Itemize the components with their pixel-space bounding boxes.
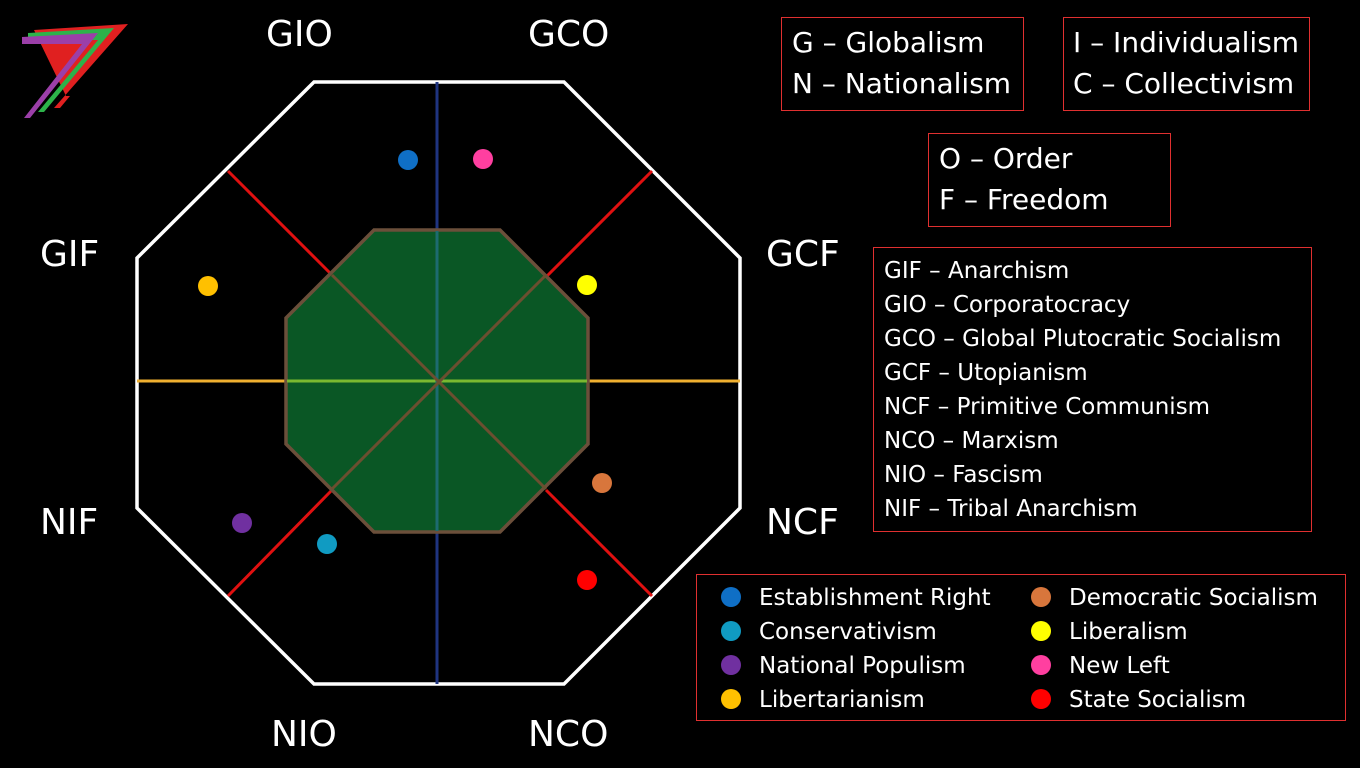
ideology-gif: GIF – Anarchism xyxy=(884,258,1070,284)
ideology-nif: NIF – Tribal Anarchism xyxy=(884,496,1138,522)
legend-dot xyxy=(1031,586,1051,607)
diagonal-line-nw xyxy=(226,169,334,277)
nationalism-definition: N – Nationalism xyxy=(792,67,1012,100)
freedom-definition: F – Freedom xyxy=(939,183,1109,216)
legend-label: Establishment Right xyxy=(759,585,991,611)
diagonal-line-se xyxy=(544,488,654,598)
legend-dot xyxy=(721,586,741,607)
logo-purple-stripe xyxy=(22,33,98,118)
dot-liberalism xyxy=(577,275,597,295)
legend-label: Libertarianism xyxy=(759,687,925,713)
order-freedom-box: O – Order F – Freedom xyxy=(928,133,1171,227)
individualism-collectivism-box: I – Individualism C – Collectivism xyxy=(1063,17,1310,111)
corner-label-gco: GCO xyxy=(528,14,610,55)
legend-label: National Populism xyxy=(759,653,966,679)
diagonal-line-sw xyxy=(226,488,334,598)
dot-conservativism xyxy=(317,534,337,554)
dot-establishment-right xyxy=(398,150,418,170)
globalism-nationalism-box: G – Globalism N – Nationalism xyxy=(781,17,1024,111)
legend-item: National Populism xyxy=(721,649,966,683)
legend-label: Conservativism xyxy=(759,619,937,645)
legend-dot xyxy=(721,688,741,709)
logo-green-stripe xyxy=(28,28,114,112)
logo xyxy=(22,24,128,118)
legend-label: State Socialism xyxy=(1069,687,1247,713)
corner-label-nif: NIF xyxy=(40,502,99,543)
individualism-definition: I – Individualism xyxy=(1073,26,1300,59)
legend-label: Liberalism xyxy=(1069,619,1188,645)
ideology-nco: NCO – Marxism xyxy=(884,428,1059,454)
corner-label-ncf: NCF xyxy=(766,502,839,543)
legend-label: Democratic Socialism xyxy=(1069,585,1318,611)
ideology-gio: GIO – Corporatocracy xyxy=(884,292,1131,318)
order-definition: O – Order xyxy=(939,142,1073,175)
dot-national-populism xyxy=(232,513,252,533)
ideology-definitions-box: GIF – Anarchism GIO – Corporatocracy GCO… xyxy=(873,247,1312,532)
dot-libertarianism xyxy=(198,276,218,296)
dot-new-left xyxy=(473,149,493,169)
legend-item: New Left xyxy=(1031,649,1170,683)
diagonal-line-ne xyxy=(544,169,654,279)
dot-democratic-socialism xyxy=(592,473,612,493)
corner-label-gio: GIO xyxy=(266,14,333,55)
ideology-gcf: GCF – Utopianism xyxy=(884,360,1088,386)
legend-item: State Socialism xyxy=(1031,683,1246,717)
ideology-ncf: NCF – Primitive Communism xyxy=(884,394,1211,420)
inner-diagonal-2 xyxy=(330,273,548,491)
outer-octagon xyxy=(135,80,742,686)
legend-dot xyxy=(721,654,741,675)
legend-item: Liberalism xyxy=(1031,615,1188,649)
legend-item: Establishment Right xyxy=(721,581,991,615)
globalism-definition: G – Globalism xyxy=(792,26,985,59)
legend-dot xyxy=(1031,688,1051,709)
legend-dot xyxy=(721,620,741,641)
legend-dot xyxy=(1031,654,1051,675)
legend-item: Libertarianism xyxy=(721,683,925,717)
ideology-nio: NIO – Fascism xyxy=(884,462,1043,488)
legend-item: Democratic Socialism xyxy=(1031,581,1318,615)
ideology-gco: GCO – Global Plutocratic Socialism xyxy=(884,326,1282,352)
corner-label-gcf: GCF xyxy=(766,234,840,275)
legend-item: Conservativism xyxy=(721,615,937,649)
corner-label-nco: NCO xyxy=(528,714,609,755)
legend-dot xyxy=(1031,620,1051,641)
legend-box: Establishment Right Conservativism Natio… xyxy=(696,574,1346,721)
corner-label-gif: GIF xyxy=(40,234,100,275)
collectivism-definition: C – Collectivism xyxy=(1073,67,1295,100)
corner-label-nio: NIO xyxy=(271,714,337,755)
legend-label: New Left xyxy=(1069,653,1170,679)
dot-state-socialism xyxy=(577,570,597,590)
